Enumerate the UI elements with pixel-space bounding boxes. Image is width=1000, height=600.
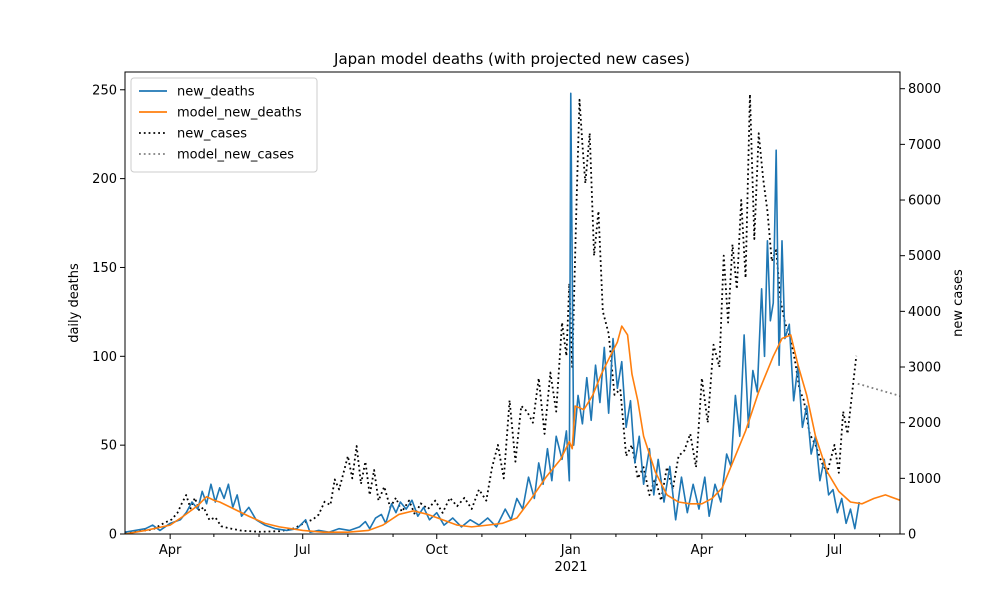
x-tick-label: Apr [159,543,182,558]
x-tick-label: Jul [826,543,843,558]
legend-label-new-deaths: new_deaths [177,85,255,100]
right-tick-label: 2000 [908,416,941,431]
legend-label-model-new-cases: model_new_cases [177,148,294,163]
chart-title: Japan model deaths (with projected new c… [333,50,690,68]
right-tick-label: 0 [908,528,916,543]
series-layer [125,92,900,534]
right-tick-label: 8000 [908,82,941,97]
right-tick-label: 6000 [908,194,941,209]
series-line-model-new-cases [857,382,900,397]
x-tick-label: Oct [426,543,448,558]
axes-layer: 0 50 100 150 200 250 0 1000 2000 3000 4000 5000 6000… [92,82,941,558]
left-tick-label: 50 [100,439,117,454]
plot-frame [124,71,901,535]
left-tick-label: 150 [92,261,117,276]
right-tick-label: 7000 [908,138,941,153]
left-tick-label: 250 [92,83,117,98]
left-tick-label: 0 [109,528,117,543]
left-axis-label: daily deaths [67,263,82,343]
legend-label-model-new-deaths: model_new_deaths [177,106,302,121]
right-tick-label: 5000 [908,249,941,264]
right-tick-label: 3000 [908,361,941,376]
x-year-label: 2021 [554,560,587,575]
right-tick-label: 4000 [908,305,941,320]
left-tick-label: 200 [92,172,117,187]
legend-box [130,77,318,173]
series-line-new-cases [125,93,858,534]
right-tick-label: 1000 [908,472,941,487]
x-tick-label: Jan [560,543,581,558]
right-axis-label: new cases [951,269,966,337]
legend-label-new-cases: new_cases [177,127,247,142]
legend: new_deaths model_new_deaths new_casesmodel… [130,77,318,173]
series-line-model-new-deaths [125,325,900,534]
left-tick-label: 100 [92,350,117,365]
x-tick-label: Apr [691,543,714,558]
x-tick-label: Jul [294,543,311,558]
series-line-new-deaths [125,92,860,534]
